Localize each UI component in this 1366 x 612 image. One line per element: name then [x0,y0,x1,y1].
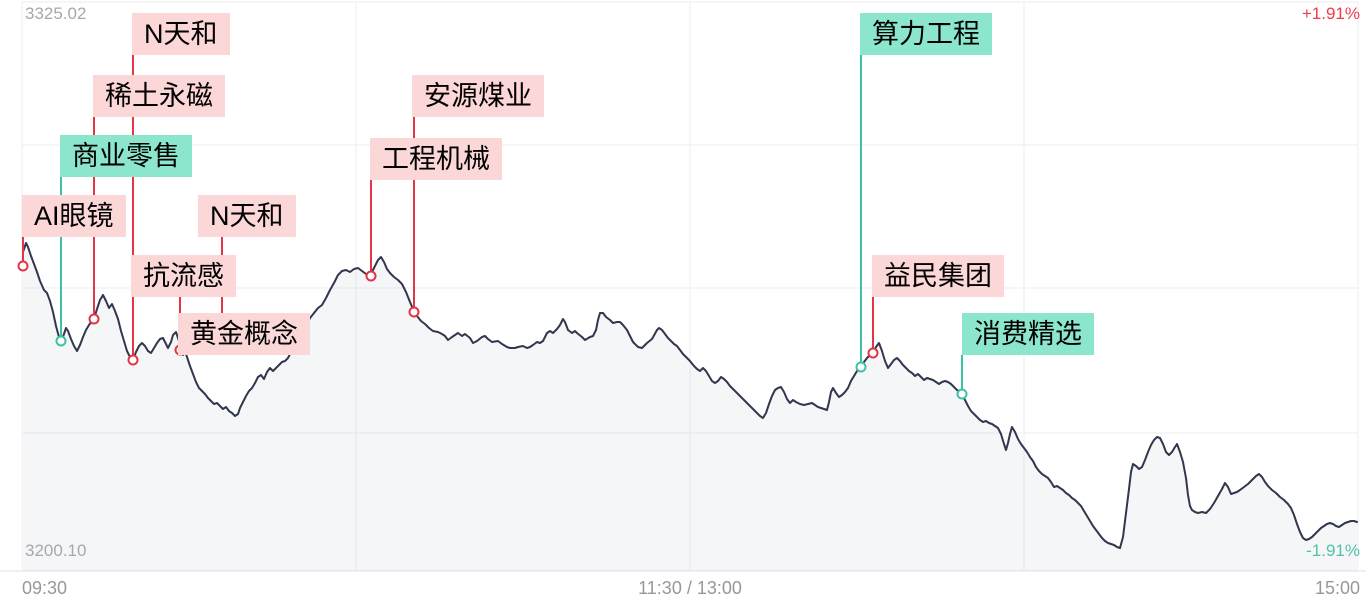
callout-marker [408,306,420,318]
annotation-label[interactable]: N天和 [132,13,230,55]
callout-marker [867,347,879,359]
y-axis-min-percent: -1.91% [1306,541,1360,560]
x-tick-open: 09:30 [22,578,68,598]
callout-marker [127,354,139,366]
annotation-label[interactable]: 工程机械 [370,138,502,180]
price-area-fill [23,243,1357,571]
annotation-label[interactable]: 消费精选 [962,313,1094,355]
annotation-label[interactable]: 益民集团 [872,255,1004,297]
callout-marker [365,270,377,282]
price-line [22,242,1358,549]
annotation-label[interactable]: 黄金概念 [178,313,310,355]
x-tick-midday: 11:30 / 13:00 [638,578,742,598]
annotation-label[interactable]: 稀土永磁 [93,75,225,117]
callout-marker [956,388,968,400]
annotation-label[interactable]: 抗流感 [131,255,236,297]
annotation-label[interactable]: N天和 [198,195,296,237]
callout-marker [55,335,67,347]
y-axis-max-percent: +1.91% [1301,4,1360,23]
callout-marker [88,313,100,325]
y-axis-max-value: 3325.02 [25,4,87,23]
annotation-label[interactable]: 算力工程 [860,13,992,55]
callout-marker [855,361,867,373]
y-axis-min-value: 3200.10 [25,541,87,560]
annotation-label[interactable]: 安源煤业 [412,75,544,117]
annotation-label[interactable]: AI眼镜 [22,195,126,237]
callout-marker [17,260,29,272]
annotation-label[interactable]: 商业零售 [60,135,192,177]
x-tick-close: 15:00 [1314,578,1360,598]
